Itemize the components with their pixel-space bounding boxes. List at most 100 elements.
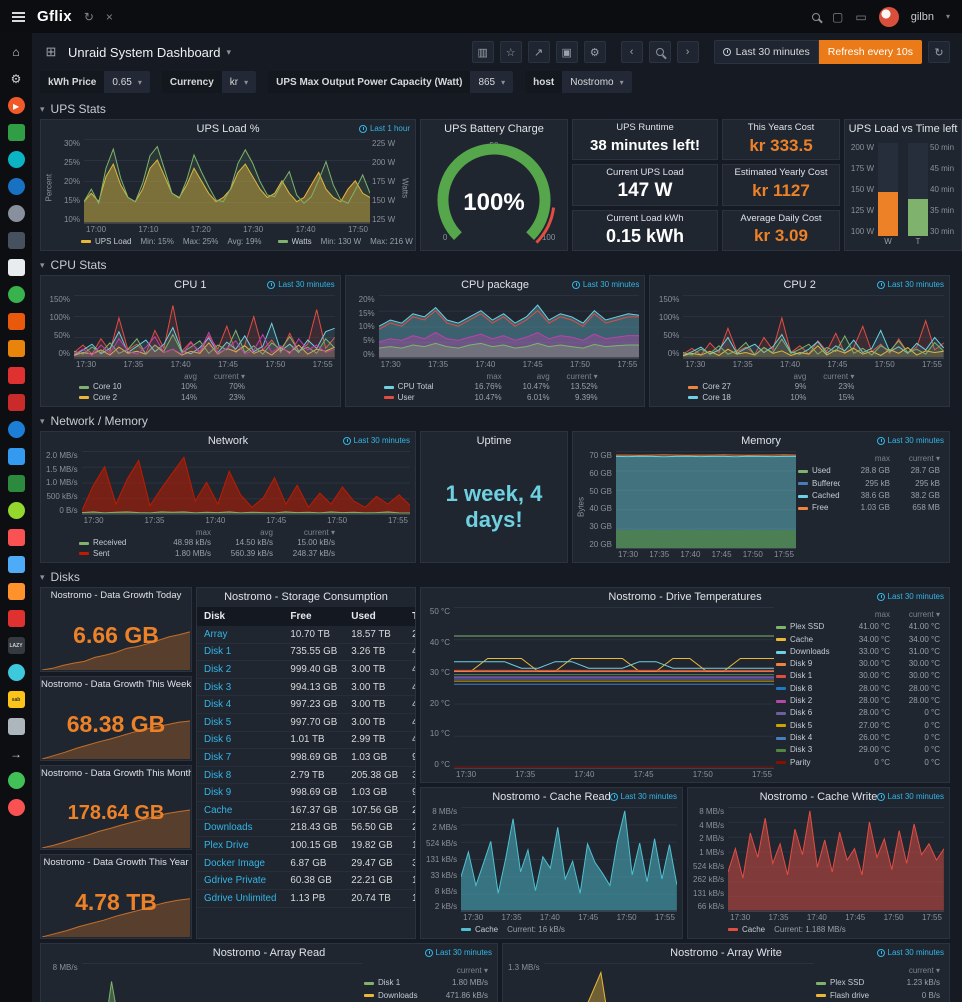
stat-title[interactable]: Average Daily Cost xyxy=(740,212,822,224)
panel-title[interactable]: CPU 2 xyxy=(783,279,816,291)
sidebar-app-7[interactable] xyxy=(7,286,25,303)
disk-link[interactable]: Disk 7 xyxy=(197,748,284,767)
panel-title[interactable]: UPS Load % xyxy=(196,123,260,135)
sidebar-app-15[interactable] xyxy=(7,502,25,519)
star-icon[interactable]: ☆ xyxy=(499,41,522,63)
memory-chart[interactable] xyxy=(616,451,796,549)
legend-item[interactable]: Used 28.8 GB 28.7 GB xyxy=(798,465,940,477)
sidebar-app-3[interactable] xyxy=(7,178,25,195)
legend-sort-column[interactable]: max xyxy=(874,610,890,619)
sidebar-app-16[interactable] xyxy=(7,529,25,546)
legend-item[interactable]: Core 2 14% 23% xyxy=(79,393,334,404)
user-caret-icon[interactable]: ▾ xyxy=(945,12,950,21)
cpu-package-chart[interactable] xyxy=(378,295,640,359)
panel-title[interactable]: Nostromo - Array Read xyxy=(212,947,326,959)
legend-item[interactable]: CPU Total 16.76% 10.47% 13.52% xyxy=(383,382,639,393)
disk-link[interactable]: Docker Image xyxy=(197,854,284,873)
refresh-interval-picker[interactable]: Refresh every 10s xyxy=(818,40,922,64)
legend-sort-column[interactable]: current ▾ xyxy=(908,454,940,463)
legend-sort-column[interactable]: max xyxy=(195,527,211,537)
legend-item[interactable]: Disk 8 28.00 °C 28.00 °C xyxy=(776,683,940,695)
stat-title[interactable]: Current UPS Load xyxy=(606,167,684,179)
sidebar-app-10[interactable] xyxy=(7,367,25,384)
legend-item[interactable]: Disk 6 28.00 °C 0 °C xyxy=(776,707,940,719)
sidebar-app-grafana[interactable]: ▸ xyxy=(7,97,25,114)
legend-item[interactable]: Disk 2 28.00 °C 28.00 °C xyxy=(776,695,940,707)
stat-title[interactable]: Nostromo - Data Growth This Year xyxy=(43,857,189,868)
legend-item[interactable]: Free 1.03 GB 658 MB xyxy=(798,502,940,514)
sidebar-app-github[interactable] xyxy=(7,772,25,789)
legend-item[interactable]: Disk 1 1.80 MB/s xyxy=(364,977,488,989)
variable-dropdown[interactable]: Nostromo ▾ xyxy=(562,71,632,93)
disk-link[interactable]: Disk 9 xyxy=(197,783,284,802)
legend-item[interactable]: Cache Current: 16 kB/s xyxy=(461,925,565,936)
sidebar-app-8[interactable] xyxy=(7,313,25,330)
zoom-out-icon[interactable] xyxy=(648,41,671,63)
sidebar-app-5[interactable] xyxy=(7,232,25,249)
search-icon[interactable] xyxy=(812,10,821,24)
sidebar-app-19[interactable] xyxy=(7,610,25,627)
legend-item[interactable]: Core 27 9% 23% xyxy=(688,382,943,393)
stat-title[interactable]: UPS Runtime xyxy=(616,122,674,133)
save-icon[interactable]: ▣ xyxy=(555,41,578,63)
refresh-dashboard-icon[interactable]: ↻ xyxy=(928,41,950,63)
column-header[interactable]: Disk xyxy=(197,607,284,626)
legend-sort-column[interactable]: max xyxy=(486,371,502,381)
sidebar-app-1[interactable] xyxy=(7,124,25,141)
legend-sort-column[interactable]: current ▾ xyxy=(908,610,940,619)
sidebar-app-2[interactable] xyxy=(7,151,25,168)
disk-link[interactable]: Disk 2 xyxy=(197,660,284,679)
panel-title[interactable]: Nostromo - Array Write xyxy=(670,947,782,959)
stat-title[interactable]: Nostromo - Data Growth This Week xyxy=(41,679,191,690)
stat-title[interactable]: Estimated Yearly Cost xyxy=(734,167,828,179)
legend-item[interactable]: Cache Current: 1.188 MB/s xyxy=(728,925,846,936)
dashboard-title[interactable]: Unraid System Dashboard xyxy=(68,44,221,60)
time-range-label[interactable]: Last 30 minutes xyxy=(876,792,944,801)
legend-item[interactable]: Disk 1 30.00 °C 30.00 °C xyxy=(776,670,940,682)
legend-item[interactable]: Received 48.98 kB/s 14.50 kB/s 15.00 kB/s xyxy=(79,538,409,549)
column-header[interactable]: Total xyxy=(405,607,415,626)
user-avatar[interactable] xyxy=(878,6,899,27)
sidebar-app-12[interactable] xyxy=(7,421,25,438)
sidebar-app-lazy[interactable]: LAZY xyxy=(7,637,25,654)
time-range-label[interactable]: Last 30 minutes xyxy=(267,280,335,289)
legend-item[interactable]: Downloads 33.00 °C 31.00 °C xyxy=(776,646,940,658)
section-ups-stats[interactable]: ▾ UPS Stats xyxy=(40,99,950,119)
share-icon[interactable]: ↗ xyxy=(527,41,550,63)
sidebar-app-18[interactable] xyxy=(7,583,25,600)
legend-item[interactable]: Buffered 295 kB 295 kB xyxy=(798,478,940,490)
cpu1-chart[interactable] xyxy=(74,295,335,359)
sidebar-home-icon[interactable]: ⌂ xyxy=(12,44,20,59)
legend-sort-column[interactable]: current ▾ xyxy=(823,371,855,381)
time-range-label[interactable]: Last 30 minutes xyxy=(342,436,410,445)
legend-sort-column[interactable]: max xyxy=(874,454,890,463)
close-icon[interactable]: × xyxy=(105,9,113,24)
time-range-label[interactable]: Last 30 minutes xyxy=(571,280,639,289)
panel-title[interactable]: UPS Battery Charge xyxy=(444,123,544,135)
variable-dropdown[interactable]: 0.65 ▾ xyxy=(104,71,150,93)
menu-icon[interactable] xyxy=(12,11,25,22)
time-back-icon[interactable]: ‹ xyxy=(620,41,643,63)
panel-title[interactable]: Uptime xyxy=(476,435,512,447)
disk-link[interactable]: Disk 8 xyxy=(197,766,284,785)
legend-item[interactable]: Disk 9 30.00 °C 30.00 °C xyxy=(776,658,940,670)
disk-link[interactable]: Disk 1 xyxy=(197,643,284,662)
legend-sort-column[interactable]: current ▾ xyxy=(303,527,335,537)
legend-item[interactable]: Plex SSD 41.00 °C 41.00 °C xyxy=(776,621,940,633)
ups-load-chart[interactable] xyxy=(84,139,370,224)
time-range-label[interactable]: Last 30 minutes xyxy=(424,948,492,957)
time-range-picker[interactable]: Last 30 minutes xyxy=(713,40,819,64)
stat-title[interactable]: Nostromo - Data Growth This Month xyxy=(41,768,191,779)
sidebar-app-13[interactable] xyxy=(7,448,25,465)
sidebar-app-4[interactable] xyxy=(7,205,25,222)
disk-link[interactable]: Disk 4 xyxy=(197,695,284,714)
time-range-label[interactable]: Last 30 minutes xyxy=(876,948,944,957)
sidebar-app-21[interactable] xyxy=(7,718,25,735)
panel-title[interactable]: Memory xyxy=(741,435,781,447)
disk-link[interactable]: Disk 3 xyxy=(197,678,284,697)
cpu2-chart[interactable] xyxy=(683,295,945,359)
panel-title[interactable]: Nostromo - Cache Read xyxy=(492,791,611,803)
legend-item[interactable]: Plex SSD 1.23 kB/s xyxy=(816,977,940,989)
legend-item[interactable]: Downloads 471.86 kB/s xyxy=(364,990,488,1002)
stat-title[interactable]: This Years Cost xyxy=(747,122,815,133)
